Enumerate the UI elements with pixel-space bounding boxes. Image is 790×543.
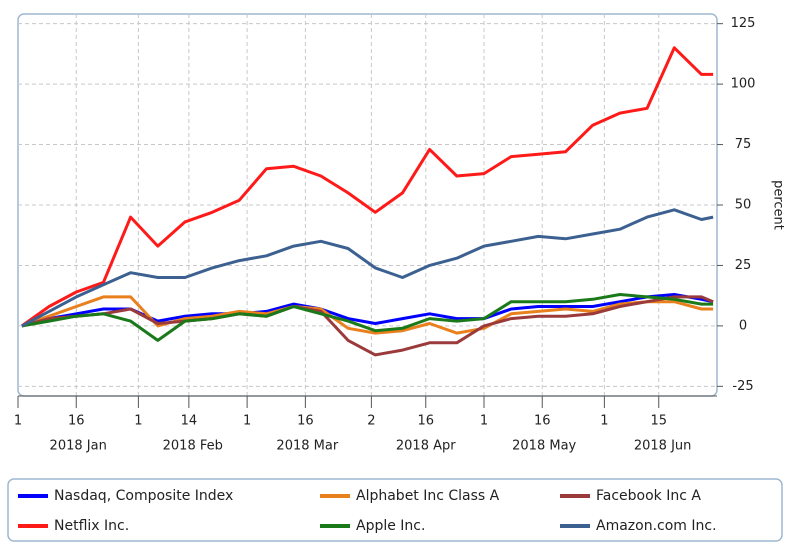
y-tick-label: 75 bbox=[735, 137, 752, 152]
legend-label: Nasdaq, Composite Index bbox=[54, 488, 233, 504]
series-line bbox=[21, 293, 714, 342]
x-tick-label: 16 bbox=[297, 414, 314, 429]
x-tick-label: 1 bbox=[14, 414, 22, 429]
series-line bbox=[21, 46, 714, 328]
series-line bbox=[21, 295, 714, 357]
legend-frame bbox=[7, 478, 783, 542]
x-tick-label: 1 bbox=[134, 414, 142, 429]
legend-label: Facebook Inc A bbox=[596, 488, 701, 504]
x-month-label: 2018 Feb bbox=[163, 439, 223, 454]
x-tick-label: 14 bbox=[181, 414, 198, 429]
x-tick-label: 16 bbox=[534, 414, 551, 429]
y-tick-label: 50 bbox=[735, 198, 752, 213]
legend-label: Netflix Inc. bbox=[54, 518, 129, 534]
legend-label: Apple Inc. bbox=[356, 518, 425, 534]
x-month-label: 2018 May bbox=[512, 439, 576, 454]
x-tick-label: 16 bbox=[68, 414, 85, 429]
x-tick-label: 1 bbox=[600, 414, 608, 429]
x-month-label: 2018 Jan bbox=[50, 439, 107, 454]
legend-label: Alphabet Inc Class A bbox=[356, 488, 500, 504]
x-tick-label: 1 bbox=[480, 414, 488, 429]
legend-label: Amazon.com Inc. bbox=[596, 518, 717, 534]
x-month-label: 2018 Jun bbox=[634, 439, 692, 454]
y-tick-label: 125 bbox=[731, 16, 756, 31]
x-tick-label: 2 bbox=[367, 414, 375, 429]
y-tick-label: 100 bbox=[731, 77, 756, 92]
y-tick-label: 25 bbox=[735, 258, 752, 273]
series-line bbox=[21, 208, 714, 328]
x-tick-label: 15 bbox=[650, 414, 667, 429]
y-tick-label: 0 bbox=[739, 318, 747, 333]
y-axis-label: percent bbox=[771, 180, 786, 230]
x-tick-label: 1 bbox=[243, 414, 251, 429]
x-month-label: 2018 Apr bbox=[396, 439, 456, 454]
x-tick-label: 16 bbox=[417, 414, 434, 429]
y-tick-label: -25 bbox=[732, 379, 753, 394]
series-line bbox=[21, 295, 714, 335]
x-month-label: 2018 Mar bbox=[276, 439, 338, 454]
